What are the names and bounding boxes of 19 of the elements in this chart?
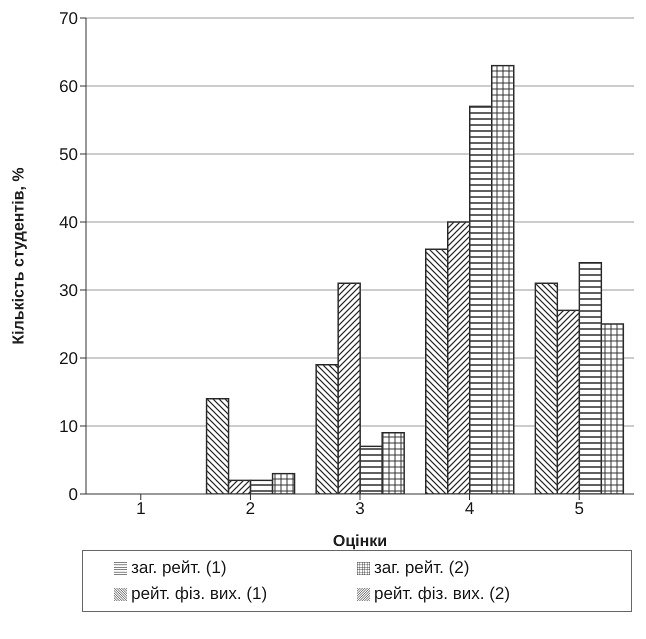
x-tick-label: 4 — [464, 499, 474, 518]
y-tick-label: 70 — [59, 9, 78, 28]
y-tick-label: 40 — [59, 213, 78, 232]
y-axis-title: Кількість студентів, % — [10, 167, 28, 345]
x-tick-label: 5 — [574, 499, 584, 518]
y-tick-label: 20 — [59, 349, 78, 368]
legend-label: рейт. фіз. вих. (2) — [374, 584, 510, 603]
legend-label: рейт. фіз. вих. (1) — [131, 584, 268, 603]
y-tick-label: 60 — [59, 77, 78, 96]
y-tick-label: 30 — [59, 281, 78, 300]
legend-label: заг. рейт. (1) — [131, 558, 226, 577]
x-axis-title: Оцінки — [332, 533, 388, 550]
y-tick-label: 10 — [59, 417, 78, 436]
y-tick-label: 50 — [59, 145, 78, 164]
legend-label: заг. рейт. (2) — [374, 558, 470, 577]
y-tick-label: 0 — [68, 485, 78, 504]
x-tick-label: 1 — [136, 499, 146, 518]
x-tick-label: 3 — [355, 499, 365, 518]
x-tick-label: 2 — [246, 499, 256, 518]
